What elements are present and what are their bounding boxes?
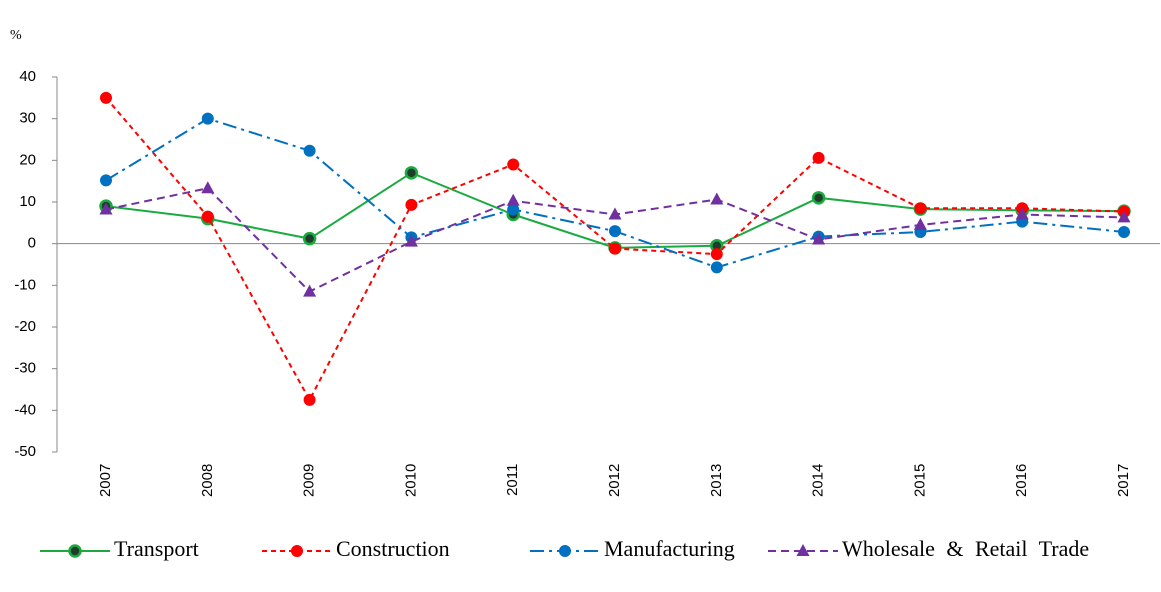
marker (507, 158, 520, 171)
marker (812, 151, 825, 164)
y-tick-label: -30 (14, 360, 36, 377)
x-tick-label: 2008 (199, 464, 216, 497)
y-tick-label: -40 (14, 401, 36, 418)
marker (710, 192, 724, 205)
x-tick-label: 2016 (1013, 464, 1030, 497)
legend-item: Wholesale & Retail Trade (768, 536, 1089, 561)
marker (68, 544, 82, 558)
legend-label: Construction (336, 536, 450, 561)
marker (710, 248, 723, 261)
x-tick-label: 2013 (708, 464, 725, 497)
legend-item: Transport (40, 536, 199, 561)
marker (506, 193, 520, 206)
y-tick-label: -50 (14, 443, 36, 460)
x-tick-label: 2012 (606, 464, 623, 497)
legend-label: Transport (114, 536, 199, 561)
marker (811, 191, 826, 205)
marker (303, 284, 317, 297)
marker (303, 144, 316, 157)
marker (99, 202, 113, 215)
y-unit: % (10, 28, 22, 43)
marker (1015, 207, 1029, 220)
legend-item: Construction (262, 536, 450, 561)
y-tick-label: 20 (19, 151, 36, 168)
series-line (105, 187, 1125, 293)
x-tick-label: 2011 (504, 464, 521, 496)
marker (1118, 226, 1130, 238)
marker (201, 112, 214, 125)
marker (302, 231, 317, 246)
marker (914, 202, 927, 215)
marker (404, 166, 419, 180)
x-tick-label: 2017 (1115, 464, 1132, 497)
legend-item: Manufacturing (530, 536, 735, 561)
y-tick-label: 30 (19, 110, 36, 127)
marker (812, 232, 826, 245)
marker (100, 91, 112, 104)
y-tick-label: -10 (14, 276, 36, 293)
marker (609, 242, 621, 255)
x-tick-label: 2007 (97, 464, 114, 497)
marker (609, 225, 621, 238)
marker (201, 210, 214, 223)
marker (1117, 210, 1131, 223)
y-tick-label: 40 (19, 68, 36, 85)
y-tick-label: 10 (19, 193, 36, 210)
marker (100, 174, 112, 187)
marker (559, 545, 571, 557)
marker (404, 234, 418, 247)
legend-label: Wholesale & Retail Trade (842, 536, 1089, 561)
series-line (105, 97, 1125, 403)
y-tick-label: 0 (28, 235, 36, 252)
x-tick-label: 2014 (810, 464, 827, 497)
legend-label: Manufacturing (604, 536, 735, 561)
marker (201, 181, 215, 194)
marker (913, 217, 927, 230)
marker (303, 393, 316, 406)
marker (291, 545, 303, 557)
y-tick-label: -20 (14, 318, 36, 335)
x-tick-label: 2010 (402, 464, 419, 497)
marker (608, 207, 622, 220)
x-tick-label: 2015 (911, 464, 928, 497)
x-tick-label: 2009 (301, 464, 318, 497)
marker (710, 261, 723, 274)
marker (796, 544, 810, 556)
marker (405, 198, 418, 211)
